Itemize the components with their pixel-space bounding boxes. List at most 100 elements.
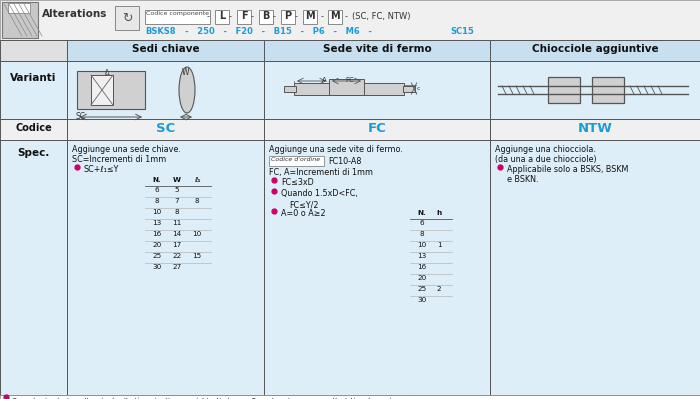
Bar <box>592 77 624 103</box>
Text: 13: 13 <box>153 220 162 226</box>
Text: M: M <box>305 11 315 21</box>
Text: 25: 25 <box>153 253 162 259</box>
Bar <box>490 40 700 61</box>
Text: ℓ₁: ℓ₁ <box>194 177 200 183</box>
Text: 20: 20 <box>153 242 162 248</box>
Text: A=0 o A≥2: A=0 o A≥2 <box>281 209 326 218</box>
Bar <box>237 10 251 24</box>
Bar <box>0 40 67 61</box>
Text: BSKS8: BSKS8 <box>145 27 176 36</box>
Text: h: h <box>436 210 442 216</box>
Text: N.: N. <box>153 177 162 183</box>
Text: FC, A=Incrementi di 1mm: FC, A=Incrementi di 1mm <box>269 168 373 177</box>
Bar <box>0 61 67 119</box>
Text: -   250   -   F20   -   B15   -   P6   -   M6   -: - 250 - F20 - B15 - P6 - M6 - <box>185 27 372 36</box>
Text: SC: SC <box>76 112 86 121</box>
Text: Chiocciole aggiuntive: Chiocciole aggiuntive <box>532 44 658 54</box>
Bar <box>490 140 700 395</box>
Text: 6: 6 <box>420 220 424 226</box>
Text: W: W <box>173 177 181 183</box>
Bar <box>281 10 295 24</box>
Text: NTW: NTW <box>578 122 612 135</box>
Text: FC≤Y/2: FC≤Y/2 <box>289 200 318 209</box>
Text: B: B <box>262 11 270 21</box>
Bar <box>67 119 264 140</box>
Text: Quando si seleziona l'aggiunta di più varianti, sono richiesti almeno 2mm tra ci: Quando si seleziona l'aggiunta di più va… <box>12 398 419 399</box>
Text: (SC, FC, NTW): (SC, FC, NTW) <box>352 12 410 21</box>
Text: -: - <box>206 12 209 22</box>
Text: 16: 16 <box>417 264 426 270</box>
Text: -: - <box>344 12 347 22</box>
Text: 7: 7 <box>175 198 179 204</box>
Text: 25: 25 <box>417 286 426 292</box>
Text: Applicabile solo a BSKS, BSKM: Applicabile solo a BSKS, BSKM <box>507 165 629 174</box>
Bar <box>91 75 113 105</box>
Bar <box>8 3 30 13</box>
Text: Codice d'ordine: Codice d'ordine <box>271 157 320 162</box>
Text: Aggiunge una chiocciola.: Aggiunge una chiocciola. <box>495 145 596 154</box>
Bar <box>264 119 490 140</box>
Text: SC15: SC15 <box>450 27 474 36</box>
Bar <box>77 71 145 109</box>
Text: -: - <box>251 12 253 22</box>
Bar <box>303 10 317 24</box>
Text: SC: SC <box>156 122 175 135</box>
Bar <box>0 0 700 40</box>
Bar <box>0 119 67 140</box>
Bar <box>269 156 324 166</box>
Text: FC: FC <box>346 77 354 83</box>
Bar <box>490 61 700 119</box>
Text: L: L <box>219 11 225 21</box>
Text: M: M <box>330 11 340 21</box>
Bar <box>0 140 67 395</box>
Bar <box>403 86 415 92</box>
Text: SC=Incrementi di 1mm: SC=Incrementi di 1mm <box>72 155 167 164</box>
Bar <box>215 10 229 24</box>
Bar <box>264 40 490 61</box>
Text: -: - <box>295 12 298 22</box>
Text: SC+ℓ₁≤Y: SC+ℓ₁≤Y <box>84 165 120 174</box>
Text: 8: 8 <box>175 209 179 215</box>
Text: Quando 1.5xD<FC,: Quando 1.5xD<FC, <box>281 189 358 198</box>
Text: 8: 8 <box>195 198 200 204</box>
Bar <box>284 86 296 92</box>
Text: 15: 15 <box>193 253 202 259</box>
Bar <box>490 119 700 140</box>
Text: 8: 8 <box>420 231 424 237</box>
Text: 2: 2 <box>437 286 441 292</box>
Text: N.: N. <box>418 210 426 216</box>
Text: FC: FC <box>368 122 386 135</box>
Text: -: - <box>272 12 276 22</box>
Text: e BSKN.: e BSKN. <box>507 175 538 184</box>
Text: Alterations: Alterations <box>42 9 107 19</box>
Text: c: c <box>417 87 421 91</box>
Text: 16: 16 <box>153 231 162 237</box>
Bar <box>259 10 273 24</box>
Text: ↻: ↻ <box>122 12 132 24</box>
Text: Codice: Codice <box>15 123 52 133</box>
Text: Aggiunge una sede vite di fermo.: Aggiunge una sede vite di fermo. <box>269 145 403 154</box>
Bar <box>67 40 264 61</box>
Text: 5: 5 <box>175 187 179 193</box>
Bar <box>548 77 580 103</box>
Text: 10: 10 <box>417 242 426 248</box>
Bar <box>264 140 490 395</box>
Bar <box>328 10 342 24</box>
Text: FC10-A8: FC10-A8 <box>328 157 361 166</box>
Text: F: F <box>241 11 247 21</box>
Text: 6: 6 <box>155 187 160 193</box>
Bar <box>0 395 700 399</box>
Text: (da una a due chiocciole): (da una a due chiocciole) <box>495 155 596 164</box>
Text: Spec.: Spec. <box>18 148 50 158</box>
Text: Codice componente: Codice componente <box>146 11 209 16</box>
Text: 30: 30 <box>153 264 162 270</box>
Bar <box>67 61 264 119</box>
Bar <box>264 61 490 119</box>
Text: A: A <box>321 77 326 83</box>
Text: 8: 8 <box>155 198 160 204</box>
Text: 10: 10 <box>193 231 202 237</box>
Text: Sedi chiave: Sedi chiave <box>132 44 199 54</box>
Bar <box>2 2 38 38</box>
Bar <box>115 6 139 30</box>
Text: 22: 22 <box>172 253 181 259</box>
